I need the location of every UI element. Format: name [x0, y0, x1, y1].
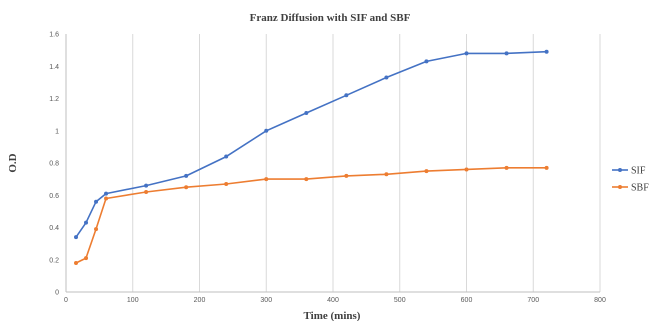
- data-point-sbf: [464, 167, 469, 172]
- x-tick-label: 200: [194, 297, 206, 304]
- x-tick-label: 400: [327, 297, 339, 304]
- data-point-sif: [184, 173, 189, 178]
- data-point-sif: [264, 128, 269, 133]
- data-point-sif: [544, 49, 549, 54]
- data-point-sbf: [304, 177, 309, 182]
- data-point-sbf: [384, 172, 389, 177]
- y-tick-label: 0.6: [49, 193, 59, 200]
- legend-label-sif: SIF: [631, 166, 646, 177]
- y-tick-label: 0.2: [49, 257, 59, 264]
- y-tick-label: 1: [55, 128, 59, 135]
- data-point-sbf: [94, 227, 99, 232]
- axes: 0 100 200 300 400 500 600 700 800 0 0.2 0.4 0.6 0.8 1 1…: [49, 32, 606, 305]
- data-point-sbf: [104, 196, 109, 201]
- data-point-sbf: [264, 177, 269, 182]
- data-point-sbf: [144, 190, 149, 195]
- data-point-sbf: [504, 165, 509, 170]
- legend-label-sbf: SBF: [631, 183, 649, 194]
- series-lines: [74, 49, 549, 265]
- data-point-sif: [304, 111, 309, 116]
- data-point-sif: [384, 75, 389, 80]
- data-point-sif: [144, 183, 149, 188]
- y-axis-title: O.D: [7, 153, 19, 172]
- data-point-sif: [84, 220, 89, 225]
- y-tick-label: 0.8: [49, 161, 59, 168]
- gridlines: [65, 34, 601, 292]
- data-point-sbf: [74, 260, 79, 265]
- x-axis-title: Time (mins): [304, 310, 361, 321]
- data-point-sif: [424, 59, 429, 64]
- chart-title: Franz Diffusion with SIF and SBF: [250, 12, 411, 24]
- data-point-sif: [224, 154, 229, 159]
- y-tick-label: 0: [55, 290, 59, 297]
- data-point-sif: [104, 191, 109, 196]
- data-point-sif: [344, 93, 349, 98]
- series-line-sbf: [75, 167, 547, 264]
- data-point-sif: [74, 235, 79, 240]
- legend-marker-sif: [618, 168, 622, 172]
- legend: SIF SBF: [612, 166, 649, 194]
- x-tick-label: 100: [127, 297, 139, 304]
- y-tick-label: 0.4: [49, 225, 59, 232]
- data-point-sbf: [224, 181, 229, 186]
- x-tick-label: 500: [394, 297, 406, 304]
- data-point-sbf: [424, 169, 429, 174]
- x-tick-label: 0: [64, 297, 68, 304]
- data-point-sbf: [344, 173, 349, 178]
- x-tick-label: 600: [461, 297, 473, 304]
- x-tick-label: 800: [594, 297, 606, 304]
- x-tick-label: 300: [260, 297, 272, 304]
- data-point-sbf: [184, 185, 189, 190]
- data-point-sif: [464, 51, 469, 56]
- data-point-sif: [94, 199, 99, 204]
- data-point-sbf: [544, 165, 549, 170]
- y-tick-label: 1.2: [49, 96, 59, 103]
- data-point-sbf: [84, 256, 89, 261]
- data-point-sif: [504, 51, 509, 56]
- y-tick-label: 1.4: [49, 64, 59, 71]
- legend-marker-sbf: [618, 185, 622, 189]
- series-line-sif: [75, 50, 547, 238]
- x-tick-label: 700: [527, 297, 539, 304]
- y-tick-label: 1.6: [49, 32, 59, 39]
